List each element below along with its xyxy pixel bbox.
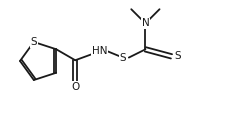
Text: S: S <box>120 53 126 63</box>
Text: O: O <box>71 82 79 92</box>
Text: N: N <box>142 18 149 28</box>
Text: S: S <box>31 37 37 47</box>
Text: S: S <box>174 51 181 61</box>
Text: HN: HN <box>92 46 107 56</box>
